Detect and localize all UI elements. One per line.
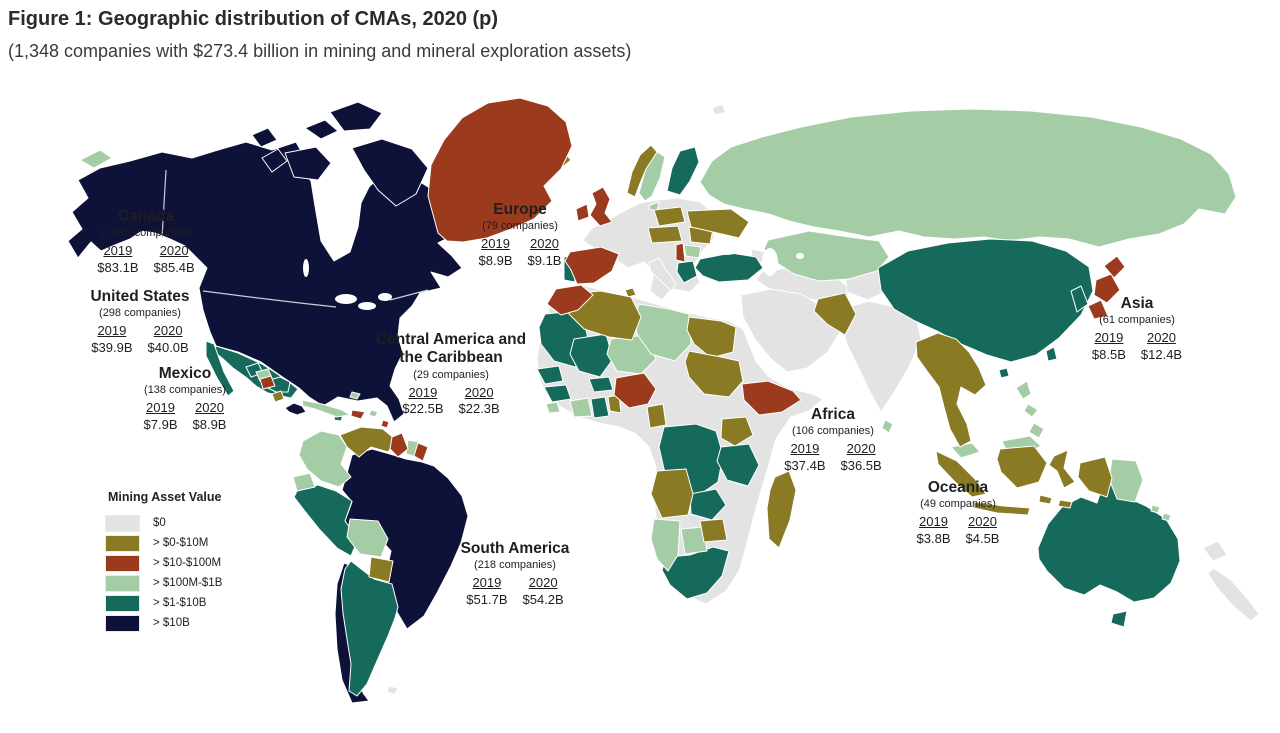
region-value-2020: $40.0B (147, 339, 189, 355)
year-label: 2019 (1094, 330, 1124, 346)
year-label: 2019 (146, 400, 175, 416)
region-value-2019: $51.7B (466, 591, 508, 607)
countries-over-10b (67, 101, 469, 704)
legend-item: > $10-$100M (105, 553, 222, 573)
region-name: Asia (1120, 295, 1154, 312)
legend-swatch-1-10b (105, 594, 140, 612)
legend-label: > $10B (153, 617, 190, 629)
year-label: 2019 (919, 514, 948, 530)
legend-label: > $100M-$1B (153, 577, 223, 589)
country-borders (161, 169, 429, 308)
region-name: Central America and the Caribbean (375, 331, 527, 367)
year-label: 2019 (790, 441, 820, 457)
region-label-africa: Africa (106 companies) 2019 $37.4B 2020 $3… (738, 406, 928, 473)
legend-item: > $100M-$1B (105, 573, 223, 593)
legend-title: Mining Asset Value (108, 490, 222, 504)
year-label: 2020 (528, 575, 558, 591)
region-name: United States (90, 288, 190, 305)
region-name: South America (460, 540, 570, 557)
legend-swatch-over-10b (105, 614, 140, 632)
countries-100m-1b-small (255, 150, 1172, 572)
region-value-2020: $8.9B (192, 416, 227, 432)
region-label-oceania: Oceania (49 companies) 2019 $3.8B 2020 $4.… (863, 479, 1053, 546)
region-value-2020: $36.5B (840, 457, 882, 473)
region-value-2020: $22.3B (458, 400, 500, 416)
year-label: 2020 (968, 514, 997, 530)
region-companies: (79 companies) (482, 220, 558, 233)
year-label: 2020 (530, 236, 559, 252)
region-companies: (138 companies) (144, 384, 226, 397)
region-name: Africa (811, 406, 855, 423)
region-name: Canada (118, 208, 174, 225)
legend-label: > $10-$100M (153, 557, 222, 569)
countries-1-10b (205, 146, 1181, 697)
year-label: 2019 (97, 323, 127, 339)
region-label-central-america: Central America and the Caribbean (29 co… (356, 331, 546, 416)
region-value-2019: $22.5B (402, 400, 444, 416)
legend-swatch-0-10m (105, 534, 140, 552)
region-companies: (298 companies) (99, 307, 181, 320)
legend-label: > $1-$10B (153, 597, 207, 609)
year-label: 2019 (103, 243, 133, 259)
year-label: 2019 (408, 384, 438, 400)
region-value-2019: $39.9B (91, 339, 133, 355)
legend-label: $0 (153, 517, 166, 529)
region-companies: (218 companies) (474, 559, 556, 572)
year-label: 2020 (153, 323, 183, 339)
year-label: 2019 (472, 575, 502, 591)
region-value-2020: $9.1B (527, 252, 562, 268)
region-label-asia: Asia (61 companies) 2019 $8.5B 2020 $12.4B (1042, 295, 1232, 362)
legend-swatch-10-100m (105, 554, 140, 572)
region-name: Mexico (158, 365, 212, 382)
region-label-mexico: Mexico (138 companies) 2019 $7.9B 2020 $8.… (90, 365, 280, 432)
countries-10-100m (259, 97, 1126, 462)
region-value-2020: $4.5B (965, 530, 1000, 546)
region-value-2019: $8.9B (478, 252, 513, 268)
figure-title: Figure 1: Geographic distribution of CMA… (8, 8, 499, 30)
region-value-2019: $7.9B (143, 416, 178, 432)
year-label: 2020 (1147, 330, 1176, 346)
region-value-2019: $8.5B (1091, 346, 1126, 362)
year-label: 2020 (464, 384, 494, 400)
year-label: 2020 (846, 441, 876, 457)
countries-100m-1b-large (79, 108, 1237, 282)
legend-item: > $1-$10B (105, 593, 222, 613)
region-label-south-america: South America (218 companies) 2019 $51.7B… (420, 540, 610, 607)
region-name: Europe (493, 201, 547, 218)
region-companies: (1,072 companies) (100, 227, 192, 240)
year-label: 2019 (481, 236, 510, 252)
region-label-europe: Europe (79 companies) 2019 $8.9B 2020 $9.1… (425, 201, 615, 268)
region-value-2020: $54.2B (522, 591, 564, 607)
map-legend: Mining Asset Value $0 > $0-$10M > $10-$1… (105, 490, 223, 633)
region-value-2020: $85.4B (153, 259, 195, 275)
water-bodies (303, 241, 804, 310)
region-value-2019: $83.1B (97, 259, 139, 275)
region-companies: (61 companies) (1099, 314, 1175, 327)
region-companies: (29 companies) (413, 368, 489, 381)
region-label-united-states: United States (298 companies) 2019 $39.9B… (45, 288, 235, 355)
legend-item: $0 (105, 513, 222, 533)
region-companies: (49 companies) (920, 498, 996, 511)
legend-item: > $10B (105, 613, 222, 633)
region-companies: (106 companies) (792, 425, 874, 438)
region-name: Oceania (927, 479, 989, 496)
region-value-2020: $12.4B (1140, 346, 1183, 362)
legend-label: > $0-$10M (153, 537, 209, 549)
region-value-2019: $37.4B (784, 457, 826, 473)
year-label: 2020 (159, 243, 189, 259)
region-label-canada: Canada (1,072 companies) 2019 $83.1B 2020… (51, 208, 241, 275)
legend-swatch-100m-1b (105, 574, 140, 592)
legend-swatch-zero (105, 514, 140, 532)
region-value-2019: $3.8B (916, 530, 951, 546)
figure-subtitle: (1,348 companies with $273.4 billion in … (8, 41, 632, 61)
legend-item: > $0-$10M (105, 533, 222, 553)
year-label: 2020 (195, 400, 224, 416)
